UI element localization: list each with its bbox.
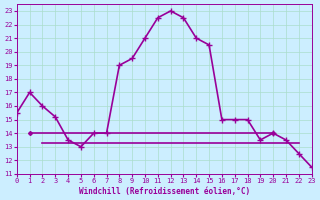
X-axis label: Windchill (Refroidissement éolien,°C): Windchill (Refroidissement éolien,°C) [79, 187, 250, 196]
